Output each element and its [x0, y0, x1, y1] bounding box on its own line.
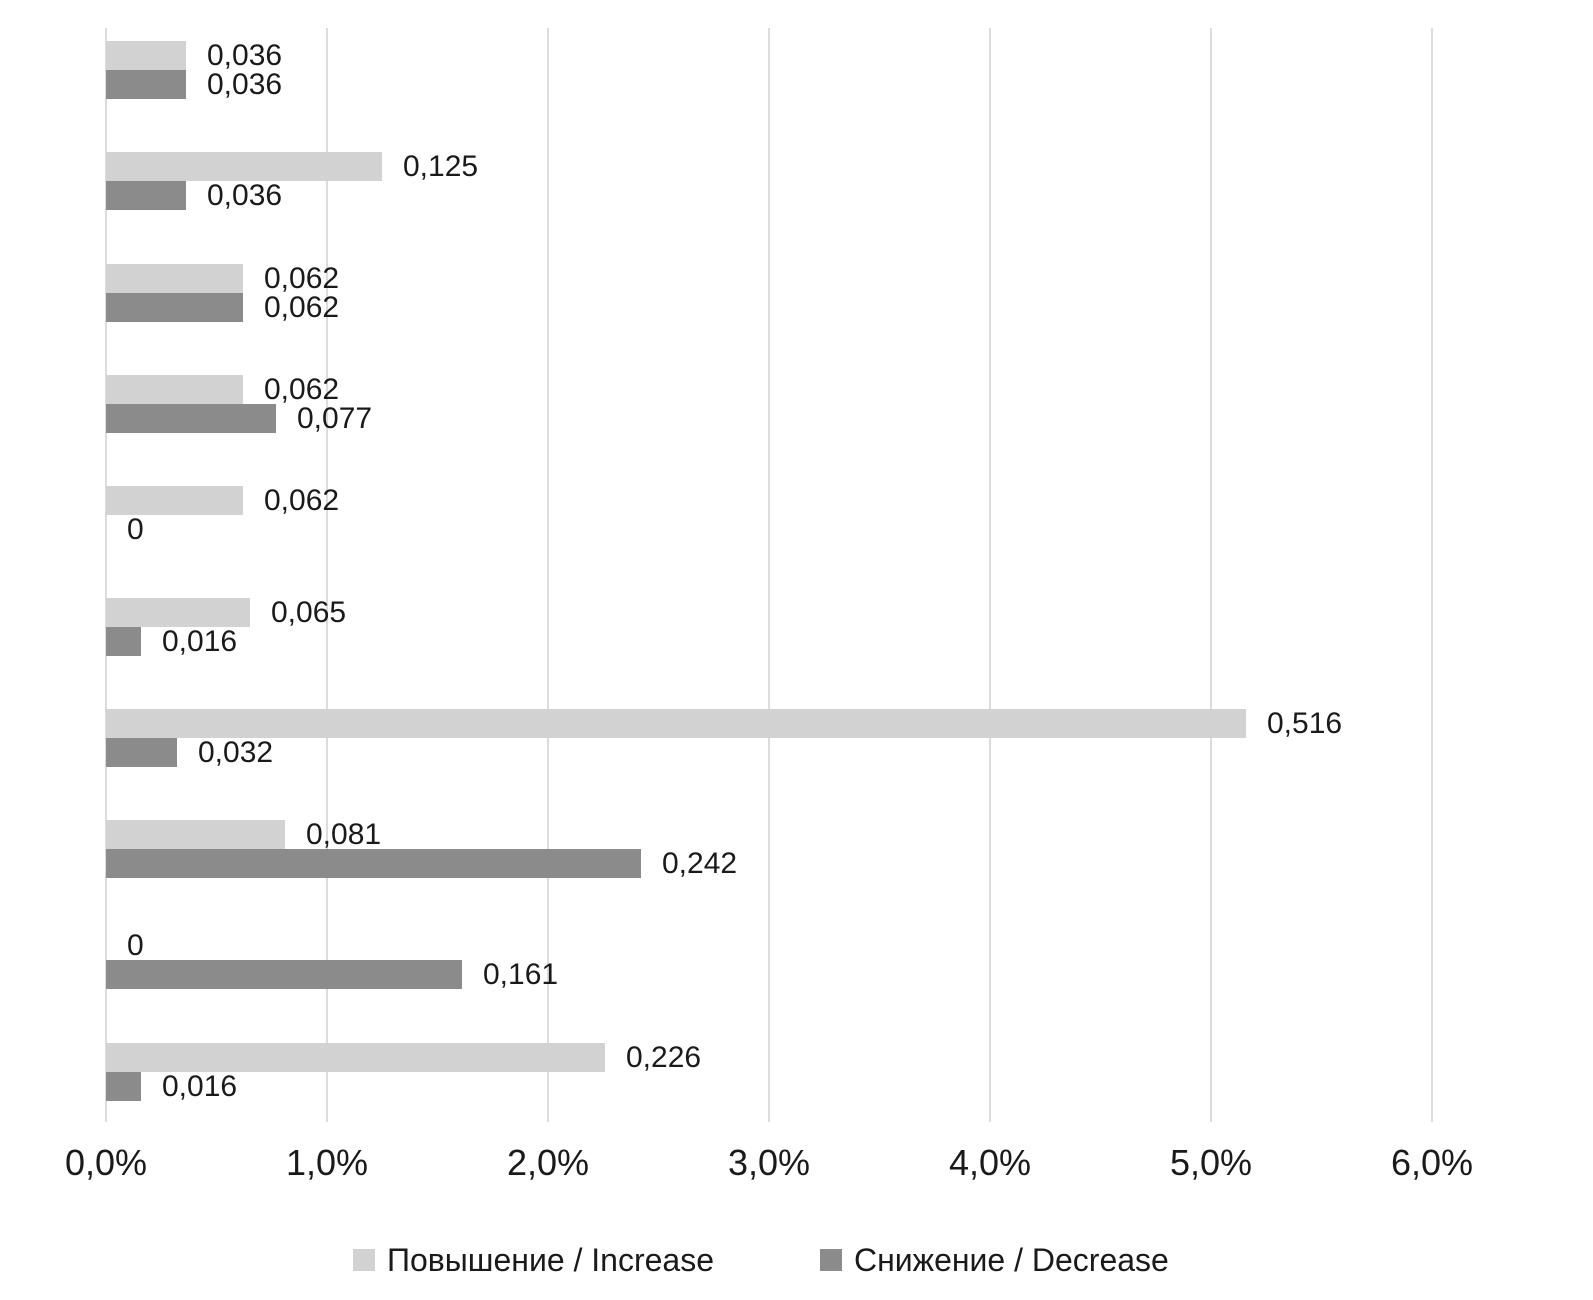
bar-increase [106, 1043, 605, 1072]
bar-increase [106, 264, 243, 293]
x-axis: 0,0% 1,0% 2,0% 3,0% 4,0% 5,0% 6,0% [0, 1138, 1593, 1188]
legend-swatch-increase [353, 1249, 375, 1271]
bar-value-label-increase: 0,062 [264, 262, 340, 295]
bar-value-label-decrease: 0,242 [662, 847, 738, 880]
bar-decrease [106, 849, 641, 878]
bar-value-label-increase: 0,516 [1267, 707, 1343, 740]
bar-increase [106, 375, 243, 404]
bar-increase [106, 709, 1246, 738]
bar-decrease [106, 181, 186, 210]
bar-increase [106, 820, 285, 849]
x-axis-tick-label: 2,0% [506, 1142, 590, 1183]
gridline [768, 28, 770, 1122]
bar-decrease [106, 70, 186, 99]
x-axis-tick-label: 6,0% [1390, 1142, 1474, 1183]
bar-increase [106, 598, 250, 627]
x-axis-tick-label: 5,0% [1169, 1142, 1253, 1183]
legend: Повышение / Increase Снижение / Decrease [0, 1238, 1593, 1282]
bar-value-label-decrease: 0,036 [207, 68, 283, 101]
bar-value-label-decrease: 0 [127, 513, 144, 546]
gridline [1431, 28, 1433, 1122]
bar-decrease [106, 627, 141, 656]
legend-swatch-decrease [820, 1249, 842, 1271]
x-axis-tick-label: 1,0% [285, 1142, 369, 1183]
bar-value-label-decrease: 0,036 [207, 179, 283, 212]
gridline [326, 28, 328, 1122]
bar-decrease [106, 293, 243, 322]
bar-value-label-decrease: 0,016 [162, 1070, 238, 1103]
bar-value-label-increase: 0,081 [306, 818, 382, 851]
y-axis-line [105, 28, 107, 1122]
bar-value-label-decrease: 0,077 [297, 402, 373, 435]
legend-item-decrease: Снижение / Decrease [820, 1238, 1169, 1282]
bar-value-label-increase: 0 [127, 929, 144, 962]
gridline [1210, 28, 1212, 1122]
bar-value-label-increase: 0,065 [271, 596, 347, 629]
bar-value-label-increase: 0,062 [264, 484, 340, 517]
bar-value-label-increase: 0,226 [626, 1041, 702, 1074]
bar-value-label-increase: 0,036 [207, 39, 283, 72]
bar-value-label-decrease: 0,016 [162, 625, 238, 658]
gridline [547, 28, 549, 1122]
bar-value-label-increase: 0,125 [403, 150, 479, 183]
legend-item-increase: Повышение / Increase [353, 1238, 714, 1282]
bar-increase [106, 152, 382, 181]
legend-label-increase: Повышение / Increase [387, 1241, 715, 1278]
bar-value-label-decrease: 0,062 [264, 291, 340, 324]
bar-increase [106, 486, 243, 515]
bar-value-label-increase: 0,062 [264, 373, 340, 406]
gridline [989, 28, 991, 1122]
plot-area: 0,036 0,036 0,125 0,036 0,062 0,062 0,062 0,077… [105, 28, 1461, 1122]
x-axis-tick-label: 3,0% [727, 1142, 811, 1183]
x-axis-tick-label: 0,0% [64, 1142, 148, 1183]
bar-value-label-decrease: 0,032 [198, 736, 274, 769]
bar-increase [106, 41, 186, 70]
bar-decrease [106, 404, 276, 433]
bar-value-label-decrease: 0,161 [483, 958, 559, 991]
bar-decrease [106, 1072, 141, 1101]
legend-label-decrease: Снижение / Decrease [854, 1241, 1169, 1278]
bar-decrease [106, 738, 177, 767]
bar-decrease [106, 960, 462, 989]
x-axis-tick-label: 4,0% [948, 1142, 1032, 1183]
